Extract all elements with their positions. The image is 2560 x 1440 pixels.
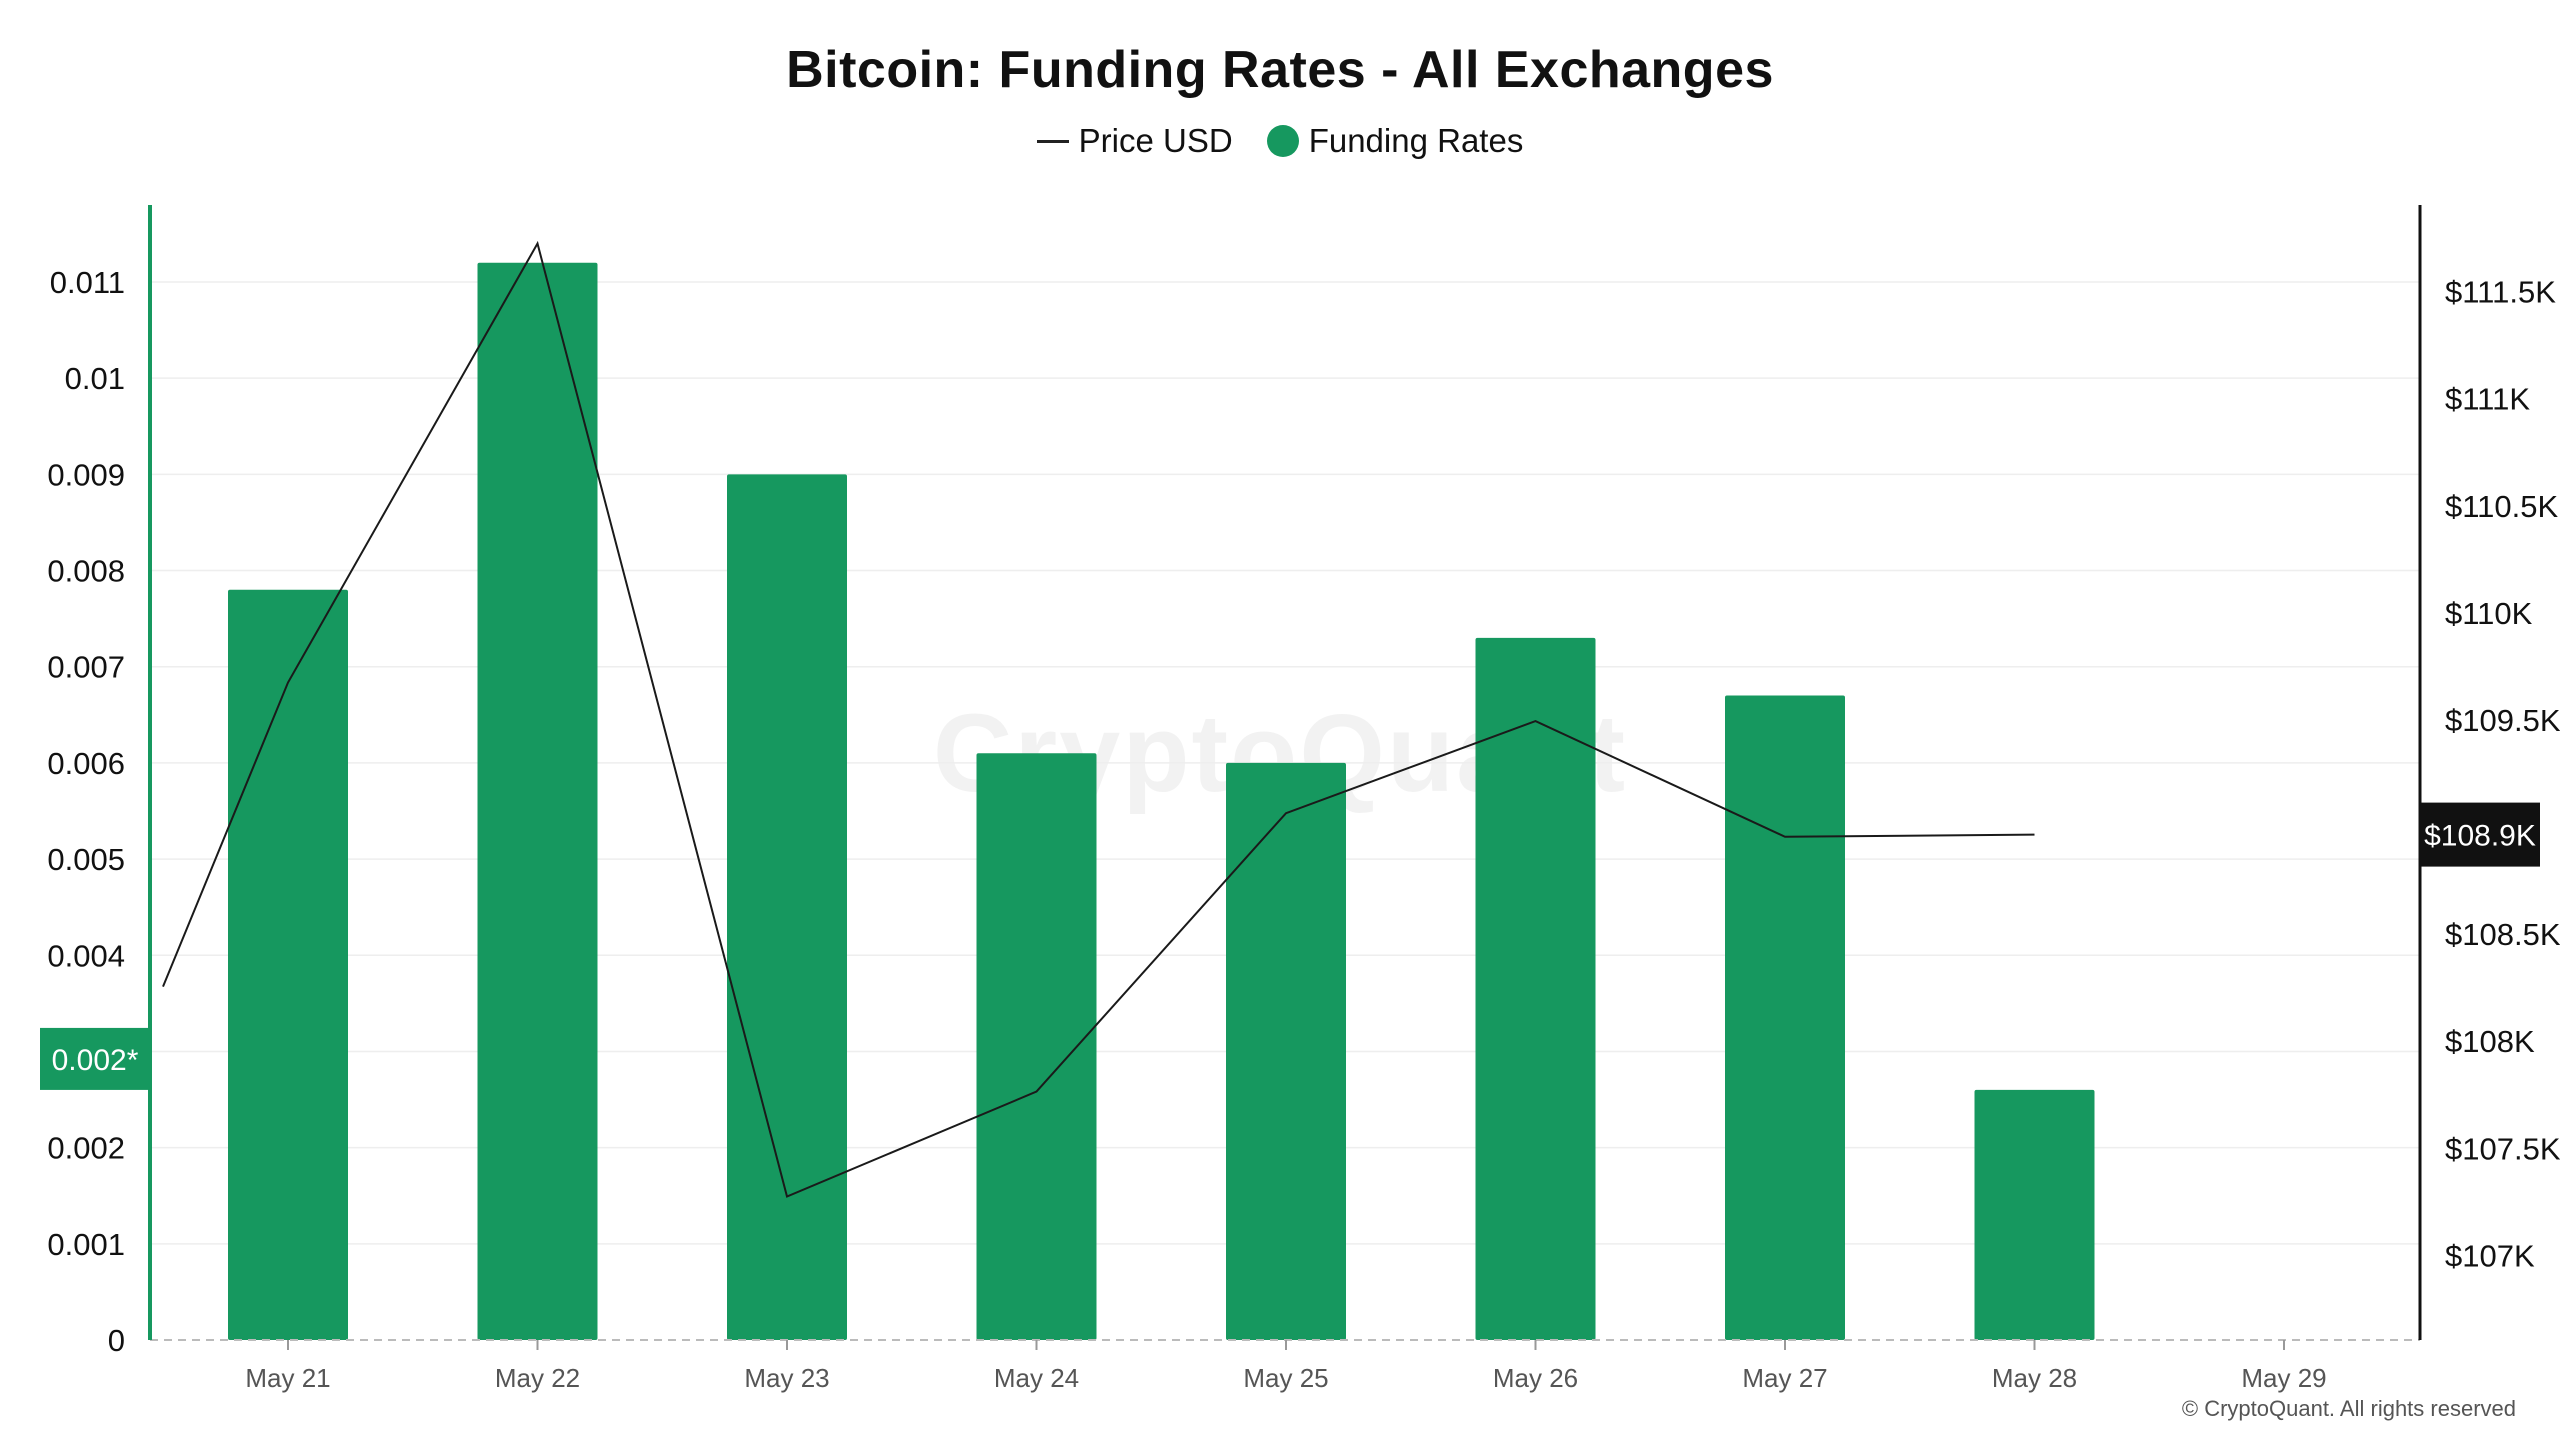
legend-item-price[interactable]: Price USD (1036, 122, 1233, 160)
chart-legend: Price USD Funding Rates (0, 122, 2560, 160)
funding-dot-swatch (1266, 125, 1299, 157)
right-axis-tick-label: $107.5K (2445, 1131, 2560, 1166)
right-axis-tick-label: $108K (2445, 1024, 2535, 1059)
legend-item-funding[interactable]: Funding Rates (1266, 122, 1524, 160)
funding-rate-bar (228, 589, 348, 1340)
funding-rate-bar (1974, 1089, 2095, 1340)
left-axis-current-label: 0.002* (52, 1044, 139, 1077)
x-axis-tick-label: May 28 (1992, 1363, 2077, 1393)
funding-rate-bar (727, 474, 847, 1340)
legend-funding-label: Funding Rates (1308, 122, 1524, 159)
x-axis-tick-label: May 24 (994, 1363, 1079, 1393)
copyright-notice: © CryptoQuant. All rights reserved (2181, 1396, 2516, 1421)
left-axis-tick-label: 0 (108, 1323, 125, 1358)
x-axis-tick-label: May 25 (1243, 1363, 1328, 1393)
right-axis-tick-label: $111.5K (2445, 275, 2556, 310)
x-axis-tick-label: May 27 (1742, 1363, 1827, 1393)
funding-rate-bar (976, 753, 1097, 1340)
left-axis-current-badge (40, 1027, 150, 1090)
left-axis-tick-label: 0.004 (47, 938, 125, 973)
right-axis-tick-label: $111K (2445, 382, 2530, 417)
left-axis-tick-label: 0.005 (47, 842, 125, 877)
left-axis-tick-label: 0.01 (65, 361, 125, 396)
right-axis-current-badge (2420, 802, 2540, 867)
right-axis-tick-label: $107K (2445, 1238, 2535, 1273)
left-axis-tick-label: 0.001 (47, 1227, 125, 1262)
funding-rate-bar (1226, 762, 1346, 1340)
x-axis-tick-label: May 23 (744, 1363, 829, 1393)
left-axis-tick-label: 0.006 (47, 746, 125, 781)
legend-price-label: Price USD (1078, 122, 1233, 159)
left-axis-tick-label: 0.011 (50, 265, 125, 300)
right-axis-tick-label: $110.5K (2445, 489, 2559, 524)
right-axis-current-label: $108.9K (2424, 820, 2536, 853)
x-axis-tick-label: May 22 (495, 1363, 580, 1393)
funding-rate-bar (477, 262, 598, 1340)
left-axis-tick-label: 0.002 (47, 1131, 125, 1166)
price-usd-line (162, 240, 2035, 1198)
left-axis-tick-label: 0.009 (47, 457, 125, 492)
chart-title: Bitcoin: Funding Rates - All Exchanges (786, 41, 1774, 99)
x-axis-tick-label: May 29 (2241, 1363, 2326, 1393)
funding-rate-bar (1725, 695, 1845, 1340)
x-axis-tick-label: May 21 (245, 1363, 330, 1393)
right-axis-tick-label: $110K (2445, 596, 2533, 631)
funding-rate-bar (1475, 637, 1596, 1340)
left-axis-tick-label: 0.008 (47, 554, 125, 589)
left-axis-tick-label: 0.007 (47, 650, 125, 685)
right-axis-tick-label: $108.5K (2445, 917, 2560, 952)
price-line-swatch (1036, 139, 1069, 143)
right-axis-tick-label: $109.5K (2445, 703, 2560, 738)
x-axis-tick-label: May 26 (1493, 1363, 1578, 1393)
